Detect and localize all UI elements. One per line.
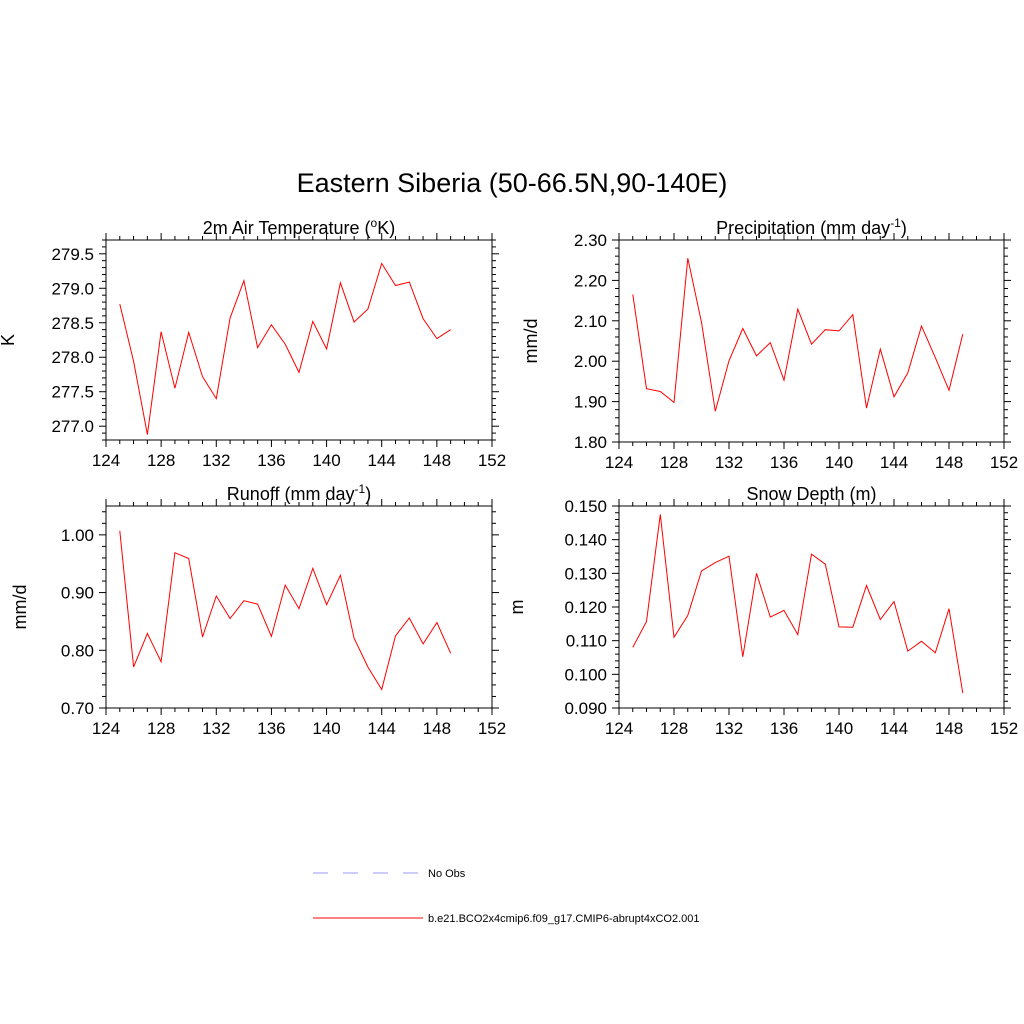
y-tick-label: 0.70 (61, 699, 94, 718)
y-tick-label: 0.130 (564, 564, 607, 583)
x-tick-label: 128 (660, 453, 688, 472)
panel-title-superscript: -1 (890, 216, 901, 230)
x-tick-label: 152 (990, 719, 1018, 738)
panel-title-main: Snow Depth (m) (746, 484, 876, 504)
panel-title: Snow Depth (m) (746, 484, 876, 504)
panel-title-end: ) (365, 484, 371, 504)
panel-title-end: ) (901, 218, 907, 238)
x-tick-label: 124 (92, 451, 120, 470)
x-tick-label: 148 (423, 719, 451, 738)
panel-3: Runoff (mm day-1) mm/d 124 128 132 136 140 144 1… (10, 482, 506, 738)
x-tick-label: 136 (257, 451, 285, 470)
x-tick-label: 128 (147, 719, 175, 738)
x-tick-label: 144 (368, 451, 396, 470)
x-tick-label: 152 (478, 719, 506, 738)
x-tick-label: 148 (935, 453, 963, 472)
panel-title: 2m Air Temperature (oK) (203, 216, 395, 238)
series-line (632, 514, 964, 694)
x-tick-label: 144 (880, 719, 908, 738)
x-tick-label: 132 (715, 453, 743, 472)
panel-title-superscript: -1 (355, 482, 366, 496)
panel-title-main: Runoff (mm day (227, 484, 355, 504)
y-tick-label: 277.5 (51, 383, 94, 402)
plot-frame (618, 505, 1005, 709)
x-tick-label: 124 (92, 719, 120, 738)
y-tick-label: 277.0 (51, 417, 94, 436)
x-tick-label: 124 (605, 719, 633, 738)
y-tick-label: 279.0 (51, 279, 94, 298)
y-tick-label: 1.90 (574, 393, 607, 412)
panel-2: Precipitation (mm day-1) mm/d 124 128 132 136… (521, 216, 1018, 472)
y-axis-label: mm/d (521, 319, 541, 364)
panels: 2m Air Temperature (oK) K 124 128 132 136 140 1… (0, 216, 1018, 738)
x-tick-label: 144 (368, 719, 396, 738)
legend-item-2: b.e21.BCO2x4cmip6.f09_g17.CMIP6-abrupt4x… (313, 913, 700, 925)
panel-title: Precipitation (mm day-1) (716, 216, 907, 238)
y-tick-label: 278.0 (51, 348, 94, 367)
y-tick-label: 0.140 (564, 531, 607, 550)
y-axis-label: mm/d (10, 585, 30, 630)
series-line (119, 262, 451, 435)
panel-4: Snow Depth (m) m 124 128 132 136 140 144 148 152 0… (507, 484, 1018, 738)
y-tick-label: 2.20 (574, 271, 607, 290)
x-tick-label: 132 (202, 451, 230, 470)
panel-title-end: K) (377, 218, 395, 238)
x-tick-label: 132 (715, 719, 743, 738)
plot-frame (105, 239, 493, 441)
series-line (119, 530, 452, 691)
x-tick-label: 136 (770, 719, 798, 738)
y-tick-label: 1.80 (574, 433, 607, 452)
y-tick-label: 2.00 (574, 352, 607, 371)
legend-label: No Obs (428, 868, 466, 880)
y-tick-label: 2.30 (574, 231, 607, 250)
y-tick-label: 0.90 (61, 584, 94, 603)
x-tick-label: 152 (478, 451, 506, 470)
legend-label: b.e21.BCO2x4cmip6.f09_g17.CMIP6-abrupt4x… (428, 913, 700, 925)
y-tick-label: 0.110 (566, 632, 607, 651)
panel-title-main: 2m Air Temperature ( (203, 218, 371, 238)
x-tick-label: 132 (202, 719, 230, 738)
legend-item-1: No Obs (313, 868, 466, 880)
x-tick-label: 136 (770, 453, 798, 472)
y-tick-label: 0.150 (564, 497, 607, 516)
y-axis-label: m (507, 600, 527, 615)
plot-frame (105, 505, 493, 709)
x-tick-label: 148 (935, 719, 963, 738)
plot-frame (618, 239, 1005, 443)
x-tick-label: 136 (257, 719, 285, 738)
y-tick-label: 0.120 (564, 598, 607, 617)
figure-title: Eastern Siberia (50-66.5N,90-140E) (297, 168, 728, 198)
y-tick-label: 0.090 (564, 699, 607, 718)
y-tick-label: 2.10 (574, 312, 607, 331)
y-tick-label: 0.100 (564, 665, 607, 684)
legend: No Obs b.e21.BCO2x4cmip6.f09_g17.CMIP6-ab… (313, 868, 700, 925)
x-tick-label: 124 (605, 453, 633, 472)
x-tick-label: 128 (147, 451, 175, 470)
x-tick-label: 152 (990, 453, 1018, 472)
x-tick-label: 140 (825, 719, 853, 738)
x-tick-label: 128 (660, 719, 688, 738)
series-line (632, 258, 964, 412)
y-tick-label: 279.5 (51, 245, 94, 264)
x-tick-label: 144 (880, 453, 908, 472)
y-axis-label: K (0, 334, 18, 346)
x-tick-label: 140 (312, 451, 340, 470)
panel-title-superscript: o (371, 216, 378, 230)
y-tick-label: 278.5 (51, 314, 94, 333)
panel-title-main: Precipitation (mm day (716, 218, 890, 238)
y-tick-label: 1.00 (61, 526, 94, 545)
panel-1: 2m Air Temperature (oK) K 124 128 132 136 140 1… (0, 216, 506, 470)
panel-title: Runoff (mm day-1) (227, 482, 371, 504)
x-tick-label: 140 (312, 719, 340, 738)
x-tick-label: 140 (825, 453, 853, 472)
x-tick-label: 148 (423, 451, 451, 470)
y-tick-label: 0.80 (61, 641, 94, 660)
